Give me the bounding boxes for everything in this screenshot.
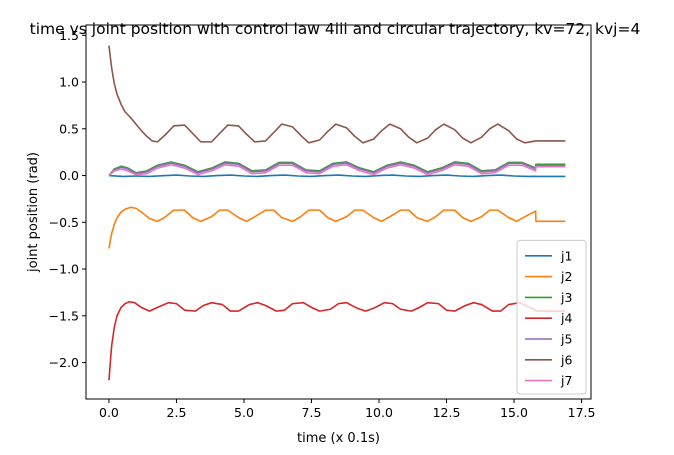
y-tick-label: −2.0 <box>49 355 79 370</box>
series-line-j2 <box>108 206 566 249</box>
series-line-j6 <box>108 45 566 144</box>
legend: j1 j2 j3 j4 j5 j6 j7 <box>516 239 587 395</box>
y-axis-label: joint position (rad) <box>26 152 41 273</box>
legend-label-j6: j6 <box>560 352 572 367</box>
plot-frame <box>85 24 592 400</box>
x-axis: 0.0 2.5 5.0 7.5 10.0 12.5 15.0 17.5 <box>99 399 595 420</box>
x-tick-label: 12.5 <box>433 405 461 420</box>
series-line-j3 <box>108 161 566 177</box>
chart-title: time vs joint position with control law … <box>30 20 641 38</box>
legend-label-j5: j5 <box>560 332 572 347</box>
series-line-j5 <box>108 162 566 177</box>
y-tick-label: 0.5 <box>59 121 79 136</box>
x-axis-label: time (x 0.1s) <box>297 431 380 446</box>
series-line-j1 <box>108 174 566 178</box>
x-tick-label: 17.5 <box>568 405 596 420</box>
series-line-j4 <box>108 300 566 381</box>
x-tick-label: 7.5 <box>302 405 322 420</box>
y-axis: −2.0 −1.5 −1.0 −0.5 0.0 0.5 1.0 1.5 <box>49 28 86 370</box>
x-tick-label: 0.0 <box>99 405 119 420</box>
series-layer <box>108 45 566 381</box>
x-tick-label: 2.5 <box>167 405 187 420</box>
legend-label-j4: j4 <box>560 311 572 326</box>
y-tick-label: 1.5 <box>59 28 79 43</box>
y-tick-label: −0.5 <box>49 215 79 230</box>
legend-label-j1: j1 <box>560 248 572 263</box>
y-tick-label: −1.0 <box>49 262 79 277</box>
y-tick-label: 1.0 <box>59 75 79 90</box>
y-tick-label: −1.5 <box>49 308 79 323</box>
legend-label-j3: j3 <box>560 290 572 305</box>
y-tick-label: 0.0 <box>59 168 79 183</box>
legend-box <box>516 239 587 395</box>
x-tick-label: 5.0 <box>234 405 254 420</box>
series-line-j7 <box>108 163 566 177</box>
x-tick-label: 15.0 <box>500 405 528 420</box>
x-tick-label: 10.0 <box>365 405 393 420</box>
legend-label-j2: j2 <box>560 269 572 284</box>
legend-label-j7: j7 <box>560 373 572 388</box>
